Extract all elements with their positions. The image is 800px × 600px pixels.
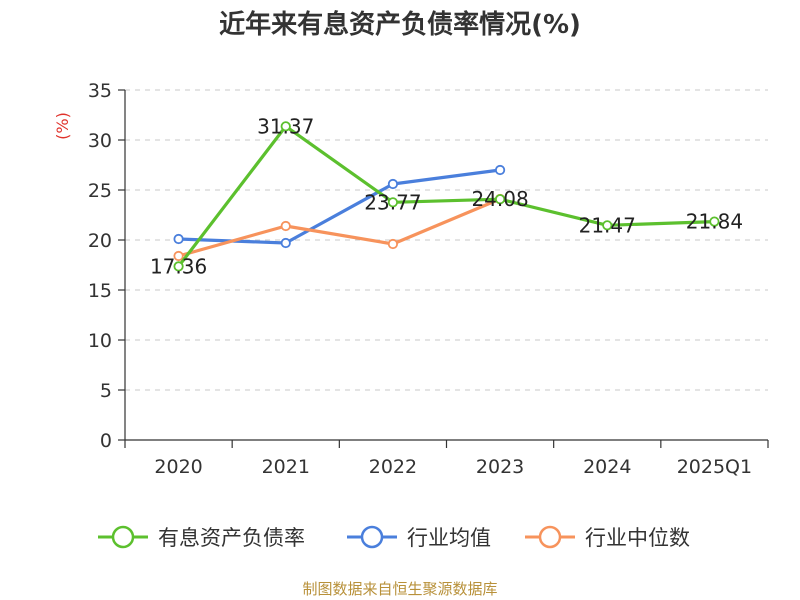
legend-label: 行业均值 bbox=[407, 526, 491, 550]
legend-item: 有息资产负债率 bbox=[98, 525, 305, 550]
data-label: 24.08 bbox=[471, 187, 528, 211]
x-tick-label: 2023 bbox=[476, 456, 524, 478]
y-tick-label: 20 bbox=[88, 230, 112, 252]
data-point bbox=[387, 238, 399, 250]
series-layer bbox=[173, 121, 720, 272]
data-point bbox=[173, 261, 184, 272]
data-point bbox=[173, 250, 184, 262]
x-tick-label: 2021 bbox=[262, 456, 310, 478]
legend-swatch-marker bbox=[111, 525, 135, 549]
legend-swatch-marker bbox=[538, 525, 562, 549]
data-point bbox=[494, 194, 506, 205]
data-labels: 17.36 31.37 23.77 24.08 21.47 21.84 bbox=[150, 114, 743, 278]
legend-item: 行业均值 bbox=[347, 525, 491, 550]
legend-item: 行业中位数 bbox=[525, 525, 690, 550]
y-tick-label: 0 bbox=[100, 430, 112, 452]
source-note: 制图数据来自恒生聚源数据库 bbox=[302, 580, 497, 598]
series-line-0 bbox=[177, 124, 715, 268]
data-point bbox=[602, 220, 613, 231]
data-label: 17.36 bbox=[150, 254, 207, 278]
data-point bbox=[709, 216, 720, 227]
data-label: 23.77 bbox=[364, 190, 421, 214]
y-tick-label: 30 bbox=[88, 130, 112, 152]
data-point bbox=[387, 197, 399, 208]
data-point bbox=[280, 121, 291, 132]
legend: 有息资产负债率 行业均值 行业中位数 bbox=[98, 525, 690, 550]
y-axis-unit: (%) bbox=[53, 112, 72, 140]
data-point bbox=[387, 178, 399, 190]
y-tick-label: 10 bbox=[88, 330, 112, 352]
axes: 0 5 10 15 20 25 30 35 2020 2021 2022 2023 2024 2025Q1 bbox=[88, 80, 769, 478]
x-tick-label: 2024 bbox=[583, 456, 631, 478]
x-tick-label: 2020 bbox=[154, 456, 202, 478]
y-tick-label: 5 bbox=[100, 380, 112, 402]
x-tick-label: 2025Q1 bbox=[677, 456, 752, 478]
data-label: 21.47 bbox=[579, 213, 636, 237]
y-tick-label: 25 bbox=[88, 180, 112, 202]
data-point bbox=[280, 220, 291, 232]
series-line-1 bbox=[178, 168, 501, 245]
legend-label: 有息资产负债率 bbox=[158, 526, 305, 550]
y-tick-label: 15 bbox=[88, 280, 112, 302]
data-label: 21.84 bbox=[686, 210, 743, 234]
data-point bbox=[173, 233, 184, 245]
grid bbox=[125, 89, 768, 391]
data-point bbox=[494, 164, 506, 176]
data-label: 31.37 bbox=[257, 114, 314, 138]
series-line-2 bbox=[178, 197, 501, 258]
chart-title: 近年来有息资产负债率情况(%) bbox=[219, 9, 581, 40]
data-point bbox=[280, 237, 291, 249]
y-tick-label: 35 bbox=[88, 80, 112, 102]
x-tick-label: 2022 bbox=[369, 456, 417, 478]
legend-label: 行业中位数 bbox=[585, 526, 690, 550]
legend-swatch-marker bbox=[360, 525, 384, 549]
